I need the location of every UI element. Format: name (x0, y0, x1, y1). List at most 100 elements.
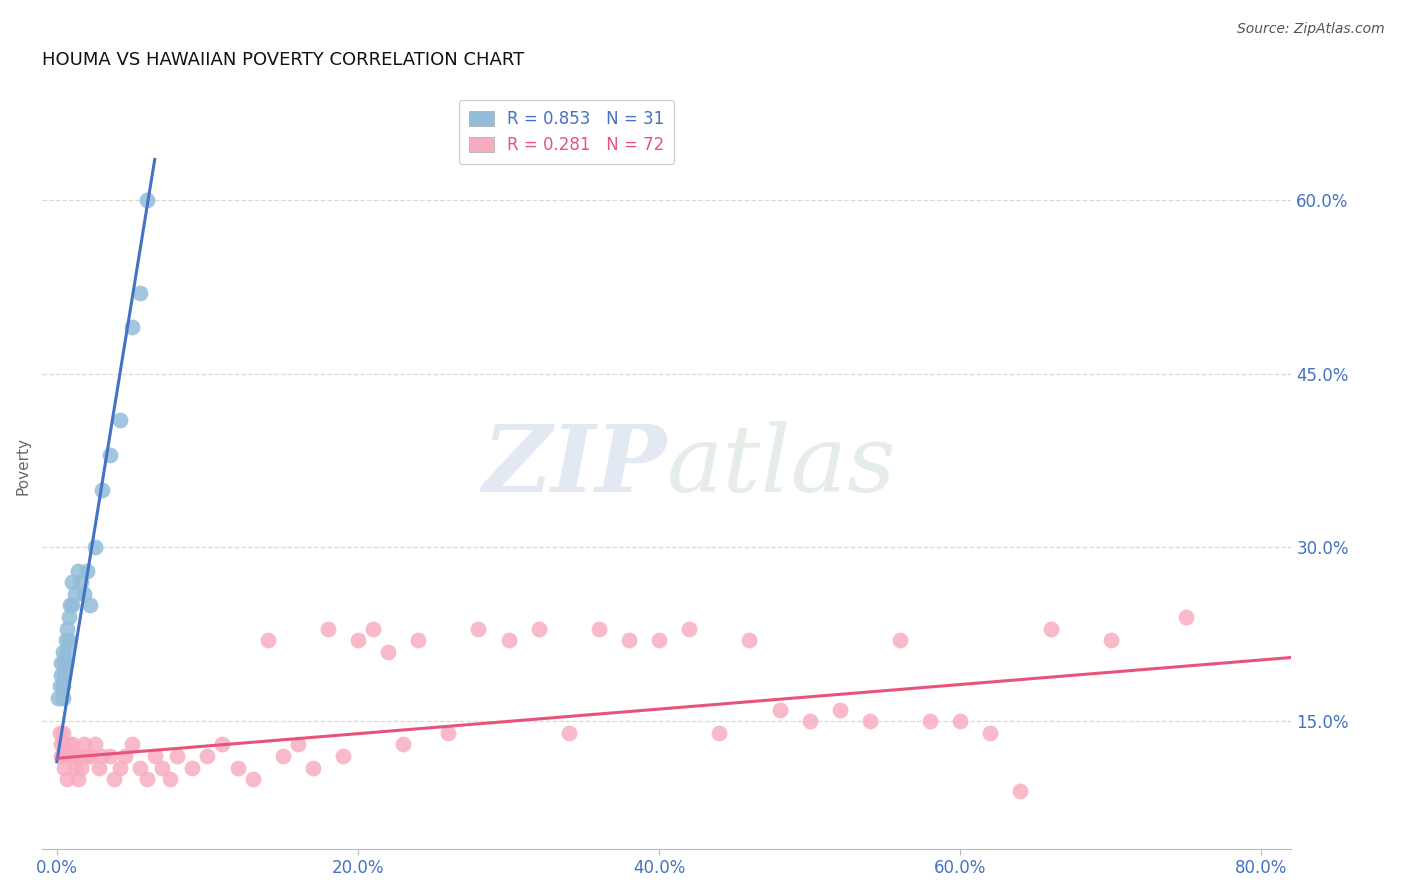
Legend: R = 0.853   N = 31, R = 0.281   N = 72: R = 0.853 N = 31, R = 0.281 N = 72 (458, 100, 675, 164)
Point (55, 633, 77, 648)
Point (52, 680, 75, 694)
Point (316, 622, 339, 636)
Point (76, 564, 98, 578)
Point (181, 760, 204, 774)
Point (128, 285, 150, 300)
Point (53, 668, 76, 682)
Point (150, 760, 173, 774)
Point (69, 748, 91, 763)
Point (361, 622, 384, 636)
Point (242, 772, 264, 786)
Point (73, 737, 96, 751)
Point (588, 622, 610, 636)
Text: Source: ZipAtlas.com: Source: ZipAtlas.com (1237, 22, 1385, 37)
Point (60, 575, 83, 590)
Point (949, 714, 972, 728)
Point (63, 587, 86, 601)
Point (558, 725, 581, 739)
Point (287, 737, 309, 751)
Point (256, 633, 278, 648)
Point (166, 748, 188, 763)
Point (48, 691, 70, 706)
Point (143, 748, 166, 763)
Point (128, 760, 150, 774)
Point (55, 657, 77, 671)
Point (799, 714, 821, 728)
Point (51, 748, 73, 763)
Point (1099, 633, 1122, 648)
Point (498, 633, 520, 648)
Point (979, 725, 1001, 739)
Text: HOUMA VS HAWAIIAN POVERTY CORRELATION CHART: HOUMA VS HAWAIIAN POVERTY CORRELATION CH… (42, 51, 524, 69)
Point (889, 633, 911, 648)
Point (60, 737, 83, 751)
Point (271, 748, 294, 763)
Point (66, 772, 89, 786)
Point (52, 725, 75, 739)
Point (159, 772, 181, 786)
Point (56, 622, 79, 636)
Point (60, 599, 83, 613)
Point (828, 703, 851, 717)
Point (1010, 783, 1032, 797)
Point (73, 587, 96, 601)
Point (332, 748, 354, 763)
Point (79, 599, 101, 613)
Point (59, 599, 82, 613)
Point (768, 703, 790, 717)
Point (87, 760, 110, 774)
Point (58, 633, 80, 648)
Point (377, 645, 399, 659)
Point (70, 760, 93, 774)
Point (103, 772, 125, 786)
Point (98, 448, 121, 462)
Point (51, 657, 73, 671)
Point (49, 680, 72, 694)
Point (53, 760, 76, 774)
Y-axis label: Poverty: Poverty (15, 437, 30, 495)
Point (121, 737, 143, 751)
Point (709, 725, 731, 739)
Point (56, 772, 79, 786)
Point (1175, 610, 1198, 624)
Point (91, 748, 114, 763)
Point (406, 633, 429, 648)
Point (83, 541, 105, 555)
Point (211, 737, 233, 751)
Point (467, 622, 489, 636)
Point (136, 193, 159, 207)
Point (226, 760, 249, 774)
Text: atlas: atlas (666, 421, 896, 511)
Point (83, 737, 105, 751)
Point (920, 714, 942, 728)
Point (108, 413, 131, 427)
Point (98, 748, 121, 763)
Point (58, 737, 80, 751)
Point (58, 610, 80, 624)
Point (114, 748, 136, 763)
Text: ZIP: ZIP (482, 421, 666, 511)
Point (1039, 622, 1062, 636)
Point (53, 737, 76, 751)
Point (197, 748, 219, 763)
Point (301, 760, 323, 774)
Point (859, 714, 882, 728)
Point (63, 760, 86, 774)
Point (136, 772, 159, 786)
Point (121, 320, 143, 334)
Point (648, 633, 671, 648)
Point (392, 737, 415, 751)
Point (617, 633, 640, 648)
Point (51, 668, 73, 682)
Point (53, 657, 76, 671)
Point (437, 725, 460, 739)
Point (66, 564, 89, 578)
Point (527, 622, 550, 636)
Point (108, 760, 131, 774)
Point (91, 483, 114, 497)
Point (79, 748, 101, 763)
Point (52, 645, 75, 659)
Point (55, 748, 77, 763)
Point (59, 748, 82, 763)
Point (70, 575, 93, 590)
